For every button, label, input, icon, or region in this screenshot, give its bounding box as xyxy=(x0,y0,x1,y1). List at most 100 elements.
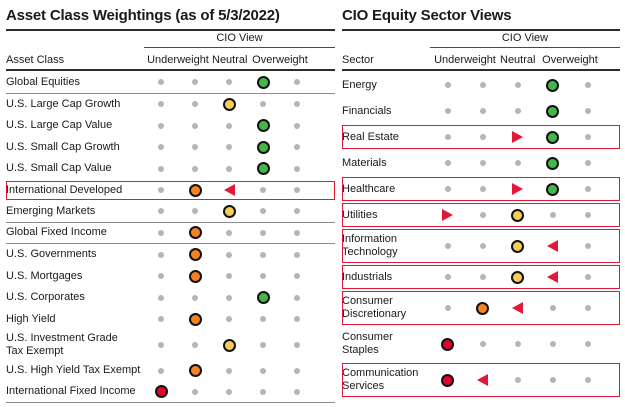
green-circle-icon xyxy=(546,182,559,196)
scale-dot-cell xyxy=(246,367,280,374)
dot-icon xyxy=(192,208,198,215)
view-marker-cell xyxy=(500,239,535,253)
view-marker-cell xyxy=(535,156,570,170)
view-scale xyxy=(144,269,314,283)
dot-icon xyxy=(226,294,232,301)
table-row: U.S. Governments xyxy=(6,244,335,266)
scale-dot-cell xyxy=(280,388,314,395)
scale-dot-cell xyxy=(246,342,280,348)
table-row: International Developed xyxy=(6,180,335,202)
scale-dot-cell xyxy=(280,165,314,172)
scale-dot-cell xyxy=(246,187,280,194)
scale-dot-cell xyxy=(144,273,178,280)
dot-icon xyxy=(226,229,232,236)
view-marker-cell xyxy=(535,182,570,196)
scale-dot-cell xyxy=(246,208,280,215)
dot-icon xyxy=(549,212,556,218)
dot-icon xyxy=(158,342,164,348)
row-label: U.S. Large Cap Growth xyxy=(6,97,121,110)
dot-icon xyxy=(226,79,232,86)
view-marker-cell xyxy=(178,226,212,240)
view-scale xyxy=(144,364,314,378)
view-scale xyxy=(144,338,314,352)
table-row: U.S. Investment Grade Tax Exempt xyxy=(6,330,335,360)
scale-dot-cell xyxy=(144,101,178,108)
scale-dot-cell xyxy=(178,342,212,348)
dot-icon xyxy=(294,122,300,129)
dot-icon xyxy=(514,341,521,347)
table-row: Energy xyxy=(342,72,620,98)
dot-icon xyxy=(260,273,266,280)
view-marker-cell xyxy=(178,183,212,197)
dot-icon xyxy=(192,144,198,151)
scale-dot-cell xyxy=(570,134,605,140)
green-circle-icon xyxy=(546,78,559,92)
table-row: Utilities xyxy=(342,202,620,228)
dot-icon xyxy=(514,82,521,88)
scale-dot-cell xyxy=(430,243,465,249)
dot-icon xyxy=(226,316,232,323)
dot-icon xyxy=(260,101,266,108)
scale-labels: Underweight Neutral Overweight xyxy=(430,54,605,66)
dot-icon xyxy=(192,101,198,108)
scale-dot-cell xyxy=(465,134,500,140)
dot-icon xyxy=(294,273,300,280)
view-marker-cell xyxy=(212,338,246,352)
scale-dot-cell xyxy=(280,144,314,151)
scale-dot-cell xyxy=(535,341,570,347)
dot-icon xyxy=(260,251,266,258)
scale-dot-cell xyxy=(212,144,246,151)
scale-dot-cell xyxy=(500,82,535,88)
scale-dot-cell xyxy=(144,367,178,374)
green-circle-icon xyxy=(546,104,559,118)
yellow-circle-icon xyxy=(222,204,236,218)
cio-view-header: CIO View xyxy=(144,32,335,48)
dot-icon xyxy=(584,108,591,114)
dot-icon xyxy=(158,229,164,236)
scale-dot-cell xyxy=(570,212,605,218)
dot-icon xyxy=(444,160,451,166)
row-label: U.S. Governments xyxy=(6,248,97,261)
scale-dot-cell xyxy=(212,316,246,323)
view-scale xyxy=(430,130,605,144)
scale-dot-cell xyxy=(465,274,500,280)
row-label: Financials xyxy=(342,104,392,117)
scale-dot-cell xyxy=(430,186,465,192)
row-label: Information Technology xyxy=(342,233,398,258)
view-scale xyxy=(144,140,314,154)
scale-dot-cell xyxy=(246,273,280,280)
row-label: International Developed xyxy=(6,183,123,196)
scale-dot-cell xyxy=(212,367,246,374)
dot-icon xyxy=(260,316,266,323)
scale-dot-cell xyxy=(430,305,465,311)
dot-icon xyxy=(192,294,198,301)
asset-class-weightings-panel: Asset Class Weightings (as of 5/3/2022) … xyxy=(6,6,335,403)
arrow-left-icon xyxy=(223,184,235,197)
dot-icon xyxy=(584,134,591,140)
scale-dot-cell xyxy=(280,273,314,280)
view-scale xyxy=(144,97,314,111)
dot-icon xyxy=(479,108,486,114)
row-label: Materials xyxy=(342,156,387,169)
scale-dot-cell xyxy=(280,79,314,86)
underweight-label: Underweight xyxy=(434,54,496,66)
scale-dot-cell xyxy=(212,294,246,301)
scale-dot-cell xyxy=(144,342,178,348)
table-row: Consumer Discretionary xyxy=(342,290,620,326)
dot-icon xyxy=(192,165,198,172)
green-circle-icon xyxy=(256,75,270,89)
table-row: U.S. High Yield Tax Exempt xyxy=(6,360,335,382)
panel-title: CIO Equity Sector Views xyxy=(342,6,620,31)
dot-icon xyxy=(479,274,486,280)
scale-dot-cell xyxy=(430,134,465,140)
dot-icon xyxy=(192,342,198,348)
asset-class-rows: Global Equities U.S. Large Cap Growth U.S.… xyxy=(6,71,335,403)
dot-icon xyxy=(158,294,164,301)
scale-dot-cell xyxy=(178,165,212,172)
dot-icon xyxy=(158,367,164,374)
scale-dot-cell xyxy=(465,186,500,192)
dot-icon xyxy=(192,388,198,395)
dot-icon xyxy=(192,79,198,86)
view-scale xyxy=(144,291,314,305)
table-row: Communication Services xyxy=(342,362,620,398)
